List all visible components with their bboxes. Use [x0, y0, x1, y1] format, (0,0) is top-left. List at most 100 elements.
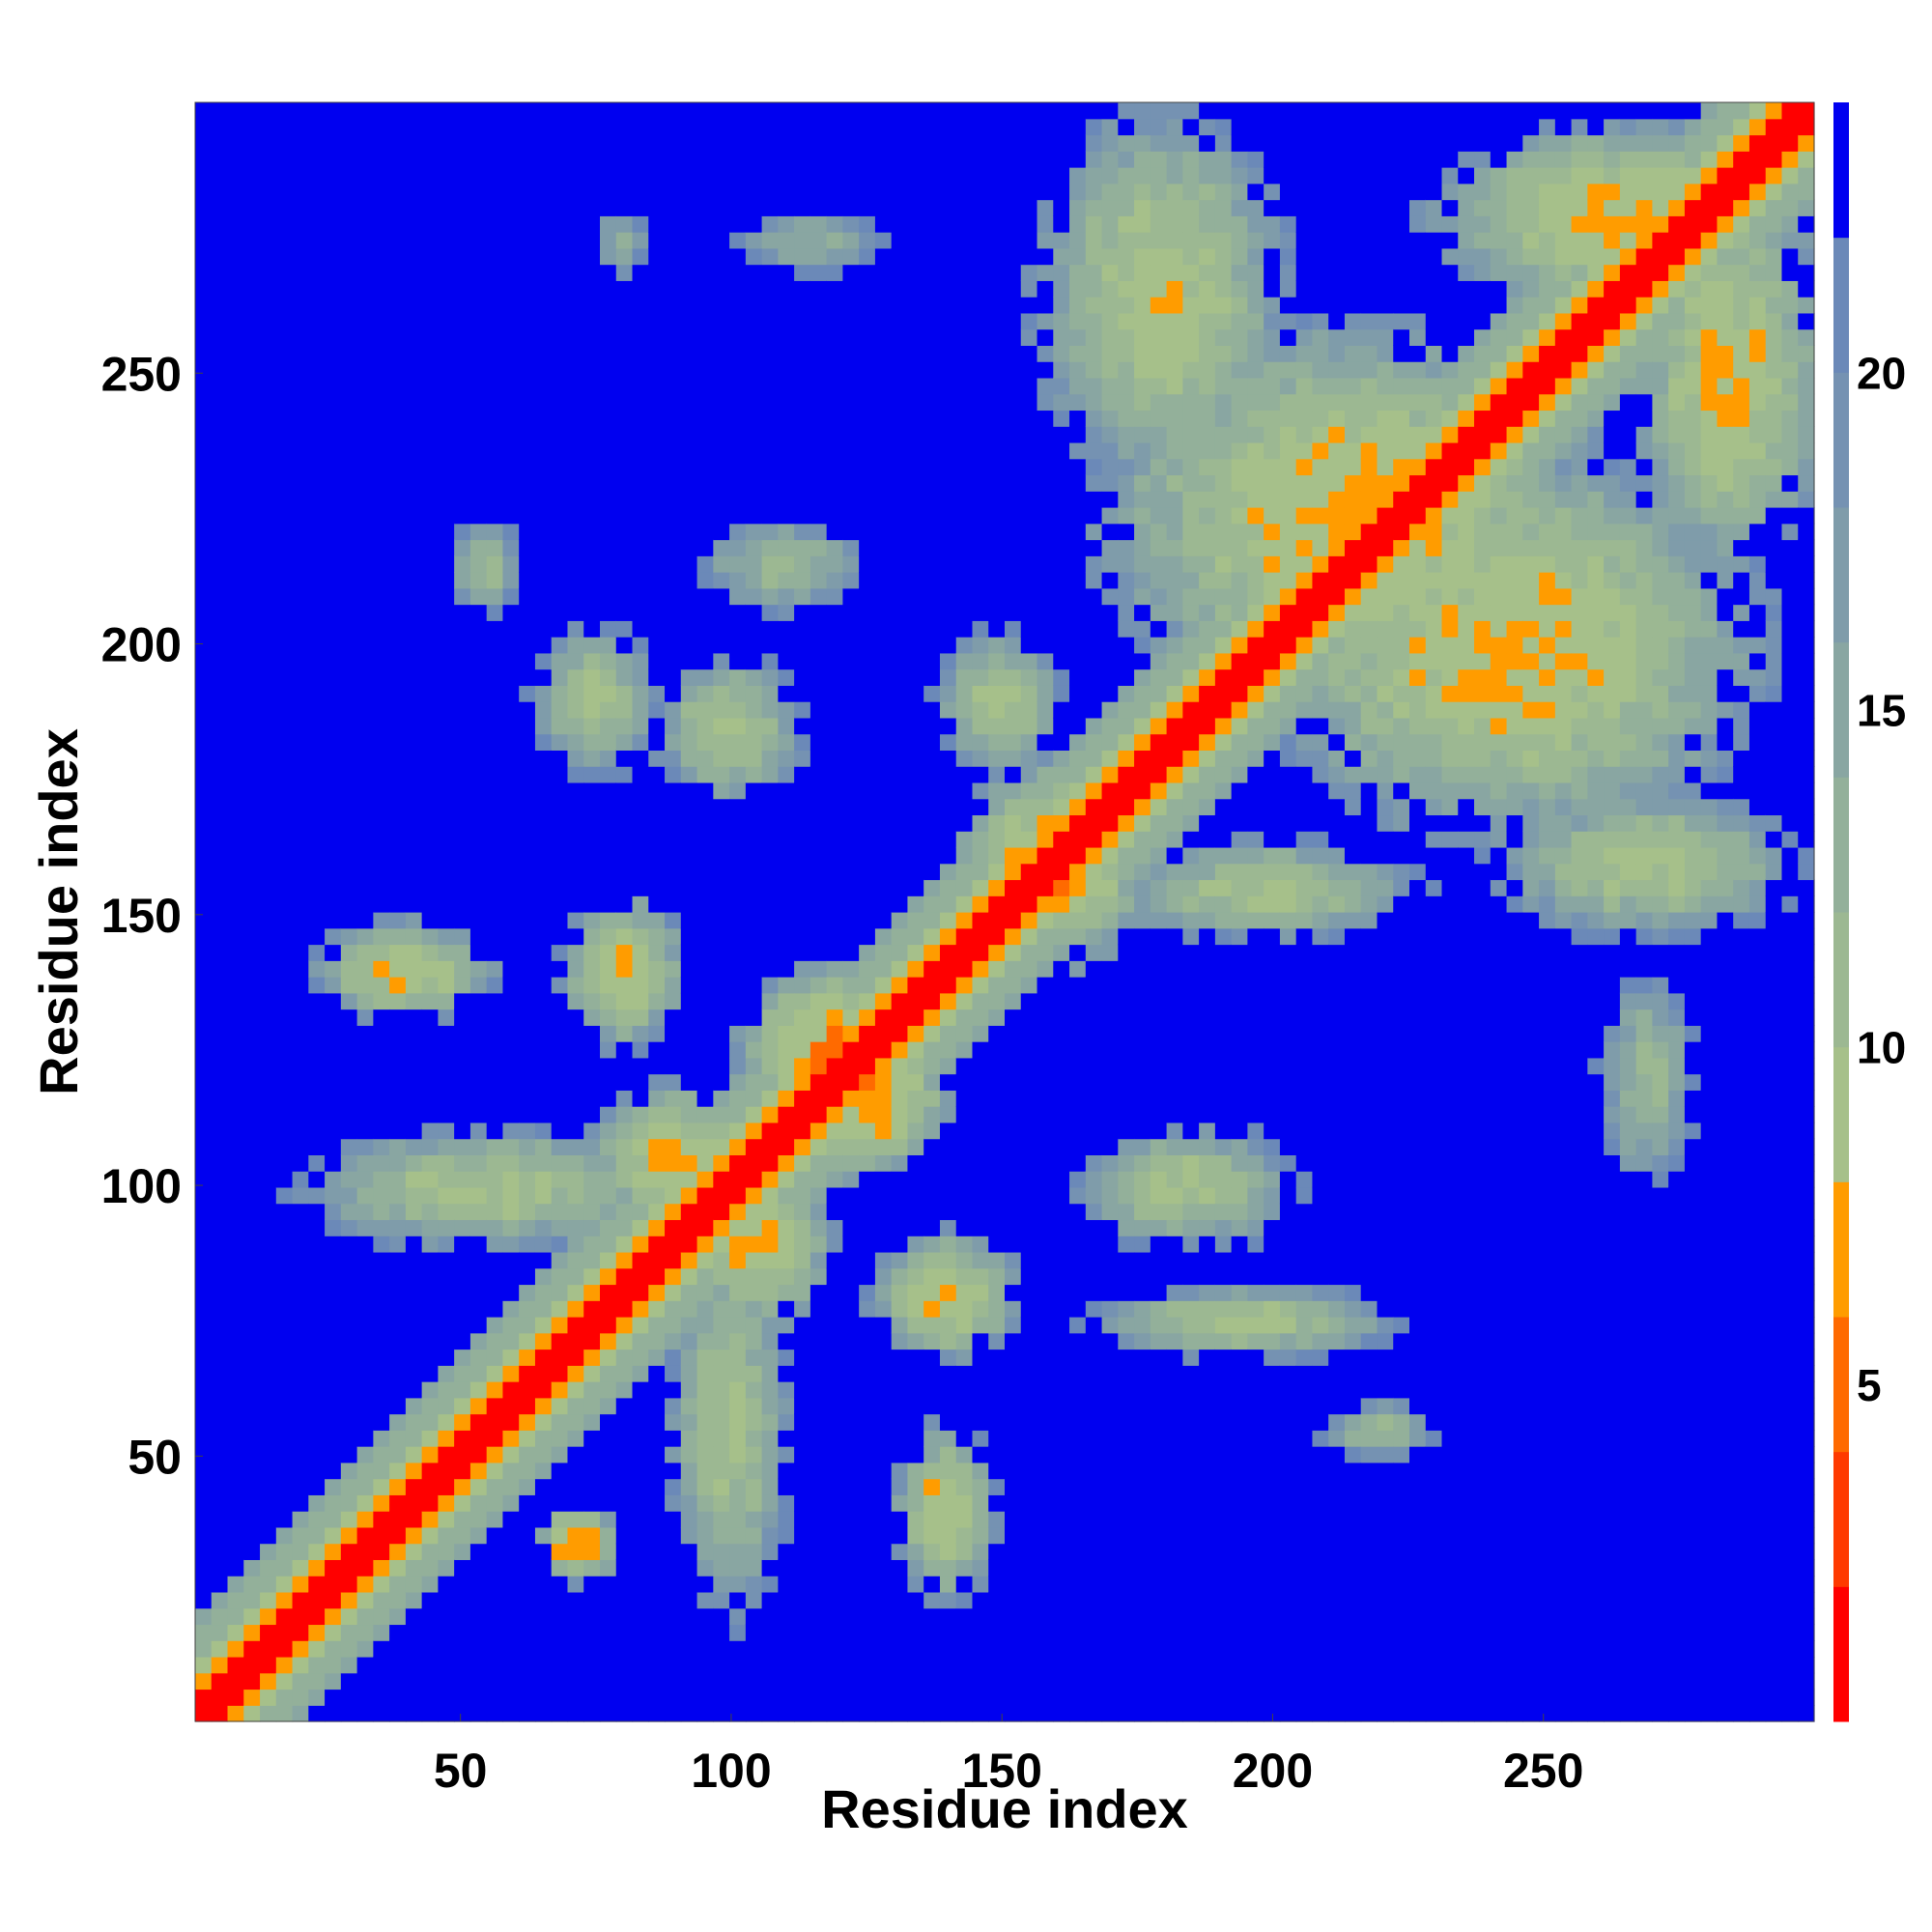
heatmap-cell — [519, 604, 536, 621]
heatmap-cell — [340, 1251, 358, 1269]
heatmap-cell — [859, 491, 876, 508]
heatmap-cell — [260, 863, 277, 881]
heatmap-cell — [778, 992, 795, 1010]
heatmap-cell — [502, 1009, 520, 1026]
heatmap-cell — [729, 1138, 747, 1155]
heatmap-cell — [502, 977, 520, 994]
heatmap-cell — [405, 167, 423, 185]
heatmap-cell — [211, 1251, 229, 1269]
heatmap-cell — [260, 927, 277, 946]
heatmap-cell — [923, 992, 941, 1010]
heatmap-cell — [373, 1186, 390, 1205]
heatmap-cell — [680, 1672, 698, 1690]
heatmap-cell — [696, 1106, 714, 1123]
heatmap-cell — [794, 604, 811, 621]
heatmap-cell — [632, 944, 649, 961]
heatmap-cell — [891, 555, 909, 573]
heatmap-cell — [260, 1413, 277, 1431]
heatmap-cell — [810, 1025, 828, 1042]
heatmap-cell — [567, 1365, 584, 1382]
heatmap-cell — [680, 1576, 698, 1593]
heatmap-cell — [794, 652, 811, 670]
heatmap-cell — [325, 491, 342, 508]
heatmap-cell — [438, 1446, 455, 1463]
heatmap-cell — [583, 507, 601, 525]
heatmap-cell — [534, 1236, 553, 1253]
heatmap-cell — [665, 345, 682, 362]
heatmap-cell — [988, 1317, 1006, 1334]
heatmap-cell — [389, 1494, 407, 1512]
heatmap-cell — [454, 1672, 471, 1690]
heatmap-cell — [648, 1397, 666, 1415]
heatmap-cell — [955, 1656, 974, 1674]
heatmap-cell — [810, 247, 828, 266]
heatmap-cell — [907, 750, 924, 767]
heatmap-cell — [600, 1705, 617, 1722]
heatmap-cell — [356, 215, 374, 233]
heatmap-cell — [713, 215, 730, 233]
heatmap-cell — [745, 151, 763, 168]
heatmap-cell — [874, 1317, 893, 1334]
heatmap-cell — [826, 1090, 843, 1107]
heatmap-cell — [600, 183, 617, 201]
heatmap-cell — [632, 1656, 649, 1674]
heatmap-cell — [275, 1251, 294, 1269]
heatmap-cell — [907, 814, 924, 832]
heatmap-cell — [583, 410, 601, 427]
heatmap-cell — [243, 1543, 261, 1560]
heatmap-cell — [519, 750, 536, 767]
heatmap-cell — [469, 652, 488, 670]
heatmap-cell — [534, 733, 553, 751]
heatmap-cell — [842, 1494, 860, 1512]
heatmap-cell — [421, 1478, 439, 1495]
heatmap-cell — [972, 1203, 989, 1221]
heatmap-cell — [632, 1494, 649, 1512]
heatmap-cell — [195, 426, 213, 443]
heatmap-cell — [275, 1186, 294, 1205]
heatmap-cell — [227, 523, 244, 541]
heatmap-cell — [761, 1267, 779, 1286]
heatmap-cell — [308, 701, 326, 719]
heatmap-cell — [325, 863, 342, 881]
heatmap-cell — [988, 750, 1006, 767]
heatmap-cell — [907, 167, 924, 185]
heatmap-cell — [988, 1381, 1006, 1399]
heatmap-cell — [939, 507, 957, 525]
heatmap-cell — [486, 1171, 504, 1188]
heatmap-cell — [486, 1203, 504, 1221]
heatmap-cell — [292, 1236, 309, 1253]
heatmap-cell — [534, 410, 553, 427]
heatmap-cell — [923, 1106, 941, 1123]
heatmap-cell — [632, 766, 649, 783]
heatmap-cell — [469, 1236, 488, 1253]
heatmap-cell — [713, 1349, 730, 1366]
heatmap-cell — [923, 620, 941, 638]
heatmap-cell — [696, 555, 714, 573]
heatmap-cell — [551, 1251, 569, 1269]
heatmap-cell — [745, 1267, 763, 1286]
heatmap-cell — [486, 1511, 504, 1528]
heatmap-cell — [275, 377, 294, 395]
heatmap-cell — [567, 1559, 584, 1577]
heatmap-cell — [405, 895, 423, 913]
heatmap-cell — [794, 1413, 811, 1431]
heatmap-cell — [454, 410, 471, 427]
heatmap-cell — [227, 1640, 244, 1658]
heatmap-cell — [874, 361, 893, 379]
heatmap-cell — [648, 441, 666, 460]
heatmap-cell — [988, 733, 1006, 751]
heatmap-cell — [227, 685, 244, 702]
heatmap-cell — [534, 587, 553, 606]
heatmap-cell — [794, 750, 811, 767]
heatmap-cell — [988, 652, 1006, 670]
heatmap-cell — [972, 247, 989, 266]
heatmap-cell — [405, 1349, 423, 1366]
heatmap-cell — [729, 523, 747, 541]
heatmap-cell — [211, 1219, 229, 1236]
heatmap-cell — [988, 960, 1006, 978]
heatmap-cell — [211, 1543, 229, 1560]
heatmap-cell — [421, 668, 439, 686]
heatmap-cell — [469, 1106, 488, 1123]
heatmap-cell — [615, 1511, 634, 1528]
heatmap-cell — [615, 1041, 634, 1059]
